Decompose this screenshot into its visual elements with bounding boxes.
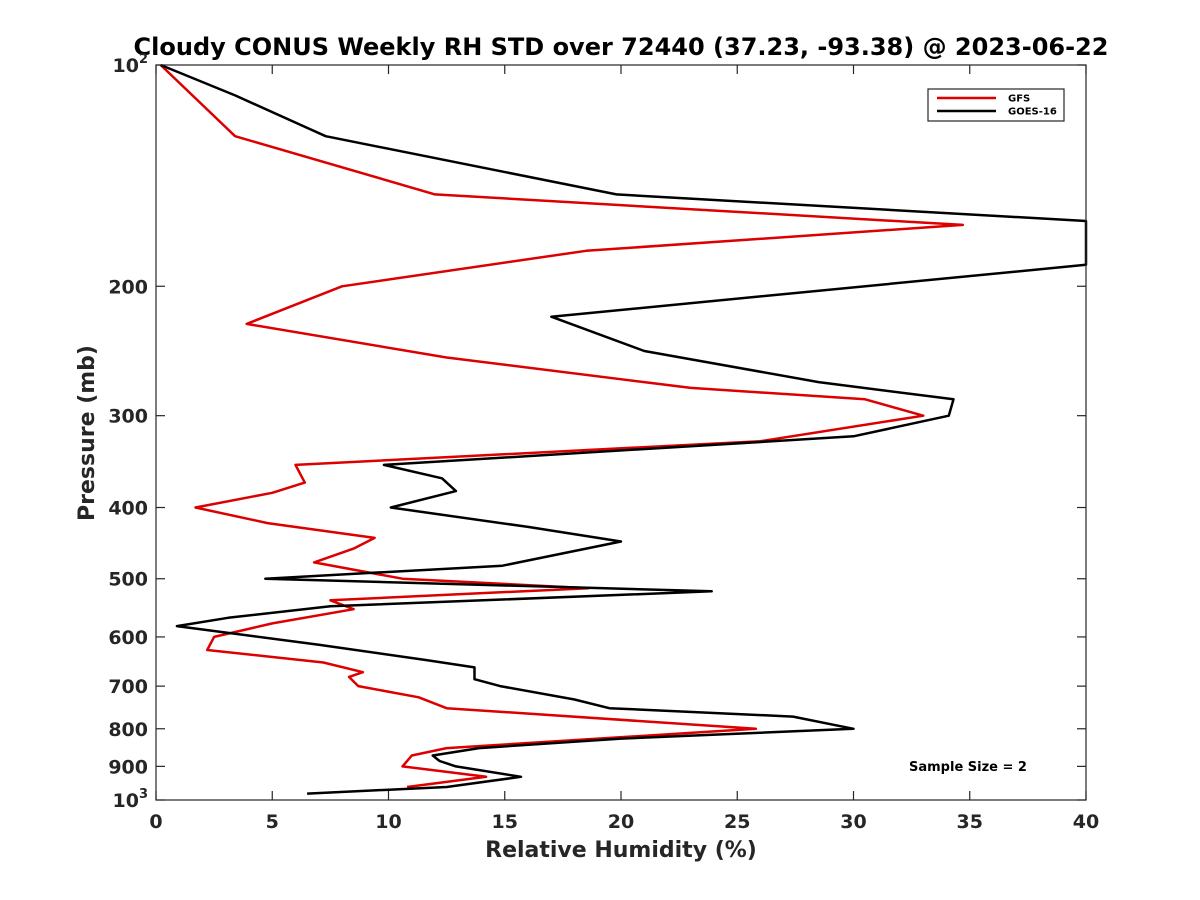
tick-layer: 0 5 10 15 20 25 30 35 40 102 200 300 400 500 600 700 800…: [108, 52, 1099, 833]
legend: GFS GOES-16: [927, 88, 1065, 122]
y-tick-label: 700: [108, 676, 148, 698]
x-axis-label: Relative Humidity (%): [485, 838, 757, 863]
series-line-goes16: [160, 63, 1088, 795]
x-tick-label: 25: [724, 811, 750, 833]
y-tick-label: 400: [108, 498, 148, 520]
legend-label-gfs: GFS: [1008, 94, 1030, 105]
y-tick-label: 900: [108, 756, 148, 778]
legend-box: [927, 88, 1065, 122]
y-tick-label: 200: [108, 276, 148, 298]
x-tick-label: 0: [149, 811, 162, 833]
series-layer: [159, 63, 1088, 795]
y-axis-label: Pressure (mb): [75, 345, 100, 521]
x-tick-label: 20: [608, 811, 634, 833]
y-tick-label: 102: [113, 52, 149, 77]
y-tick-label: 103: [113, 787, 149, 812]
chart-title: Cloudy CONUS Weekly RH STD over 72440 (3…: [134, 33, 1109, 61]
y-tick-label: 800: [108, 719, 148, 741]
legend-label-goes16: GOES-16: [1008, 107, 1057, 118]
plot-frame: [155, 64, 1087, 801]
sample-size-annotation: Sample Size = 2: [909, 760, 1027, 775]
x-tick-label: 15: [492, 811, 518, 833]
y-tick-label: 500: [108, 569, 148, 591]
x-tick-label: 35: [957, 811, 983, 833]
y-tick-label: 600: [108, 627, 148, 649]
x-tick-label: 30: [840, 811, 866, 833]
y-tick-label: 300: [108, 406, 148, 428]
series-line-gfs: [159, 64, 965, 789]
x-tick-label: 40: [1073, 811, 1099, 833]
x-tick-label: 10: [375, 811, 401, 833]
x-tick-label: 5: [266, 811, 279, 833]
